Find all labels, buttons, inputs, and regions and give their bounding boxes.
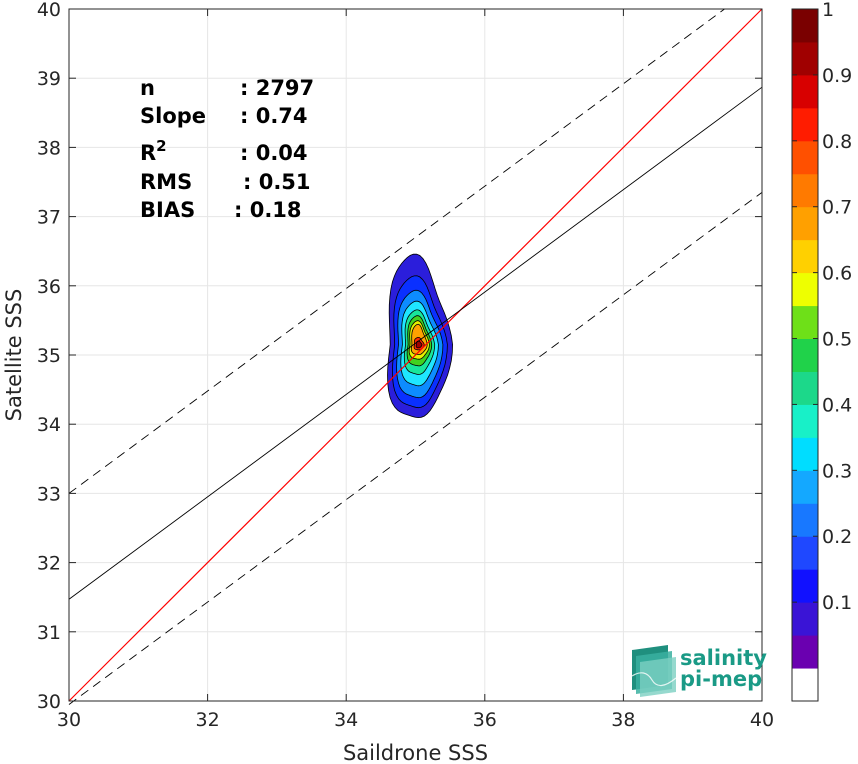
logo-line2: pi-mep: [680, 667, 762, 691]
stat-label: BIAS: [140, 198, 195, 222]
colorbar-segment: [792, 272, 818, 307]
x-tick-label: 30: [57, 709, 81, 731]
contour-level: [415, 340, 423, 349]
colorbar-segment: [792, 470, 818, 504]
density-contours: [387, 253, 454, 419]
x-tick-label: 32: [196, 709, 220, 731]
colorbar-tick-label: 0.7: [822, 197, 852, 219]
salinity-pimep-logo: salinity pi-mep: [631, 645, 767, 697]
colorbar-segment: [792, 305, 818, 340]
colorbar-tick-label: 0.4: [822, 394, 852, 416]
stat-label-superscript: 2: [156, 137, 166, 155]
identity-line: [68, 8, 763, 702]
colorbar-tick-label: 0.2: [822, 526, 852, 548]
y-tick-label: 30: [37, 691, 61, 713]
colorbar-tick-label: 0.8: [822, 131, 852, 153]
reference-lines: [68, 8, 763, 705]
upper-bound-line: [68, 8, 725, 494]
stat-value: : 0.04: [240, 141, 308, 165]
colorbar-segment: [792, 74, 818, 109]
colorbar-segment: [792, 41, 818, 76]
lower-bound-line: [68, 192, 763, 705]
colorbar: 0.1 0.2 0.3 0.4 0.5 0.6 0.7 0.8 0.9 1: [791, 0, 852, 702]
colorbar-tick-label: 1: [822, 0, 834, 21]
y-tick-label: 36: [37, 276, 61, 298]
stat-value: : 0.74: [240, 104, 308, 128]
wave-logo-icon: [631, 645, 677, 697]
colorbar-segment: [792, 437, 818, 471]
x-tick-label: 34: [334, 709, 358, 731]
x-axis-label: Saildrone SSS: [343, 741, 488, 764]
y-tick-label: 38: [37, 137, 61, 159]
x-tick-label: 38: [611, 709, 635, 731]
stat-value: : 2797: [240, 76, 314, 100]
colorbar-tick-label: 0.6: [822, 263, 852, 285]
stat-value: : 0.51: [243, 170, 311, 194]
regression-line: [68, 86, 763, 600]
colorbar-segment: [792, 503, 818, 537]
colorbar-segment: [792, 107, 818, 142]
stat-label: Slope: [140, 104, 206, 128]
colorbar-segment: [792, 635, 818, 669]
colorbar-segment: [792, 173, 818, 208]
stat-value: : 0.18: [234, 198, 302, 222]
colorbar-segment: [792, 536, 818, 570]
y-tick-label: 32: [37, 553, 61, 575]
colorbar-segment: [792, 9, 818, 43]
y-tick-label: 34: [37, 414, 61, 436]
colorbar-tick-label: 0.3: [822, 460, 852, 482]
colorbar-tick-label: 0.1: [822, 592, 852, 614]
y-tick-label: 31: [37, 622, 61, 644]
colorbar-frame: [791, 8, 819, 702]
colorbar-segment: [792, 206, 818, 241]
colorbar-segment: [792, 668, 818, 701]
colorbar-segment: [792, 371, 818, 405]
y-tick-label: 37: [37, 207, 61, 229]
y-axis-label: Satellite SSS: [2, 289, 26, 422]
colorbar-tick-label: 0.9: [822, 65, 852, 87]
y-tick-label: 40: [37, 0, 61, 21]
colorbar-segment: [792, 569, 818, 603]
colorbar-segment: [792, 602, 818, 636]
logo-line1: salinity: [680, 646, 767, 670]
colorbar-segment: [792, 239, 818, 274]
y-axis-ticks: 30 31 32 33 34 35 36 37 38 39 40: [37, 0, 762, 713]
y-tick-label: 35: [37, 345, 61, 367]
y-tick-label: 33: [37, 483, 61, 505]
x-tick-label: 36: [473, 709, 497, 731]
colorbar-segment: [792, 140, 818, 175]
colorbar-segment: [792, 338, 818, 372]
colorbar-segment: [792, 404, 818, 438]
stat-label: n: [140, 76, 155, 100]
grid: [68, 8, 763, 702]
x-axis-ticks: 30 32 34 36 38 40: [57, 9, 774, 731]
colorbar-tick-label: 0.5: [822, 329, 852, 351]
y-tick-label: 39: [37, 68, 61, 90]
stat-label: RMS: [140, 170, 192, 194]
x-tick-label: 40: [750, 709, 774, 731]
